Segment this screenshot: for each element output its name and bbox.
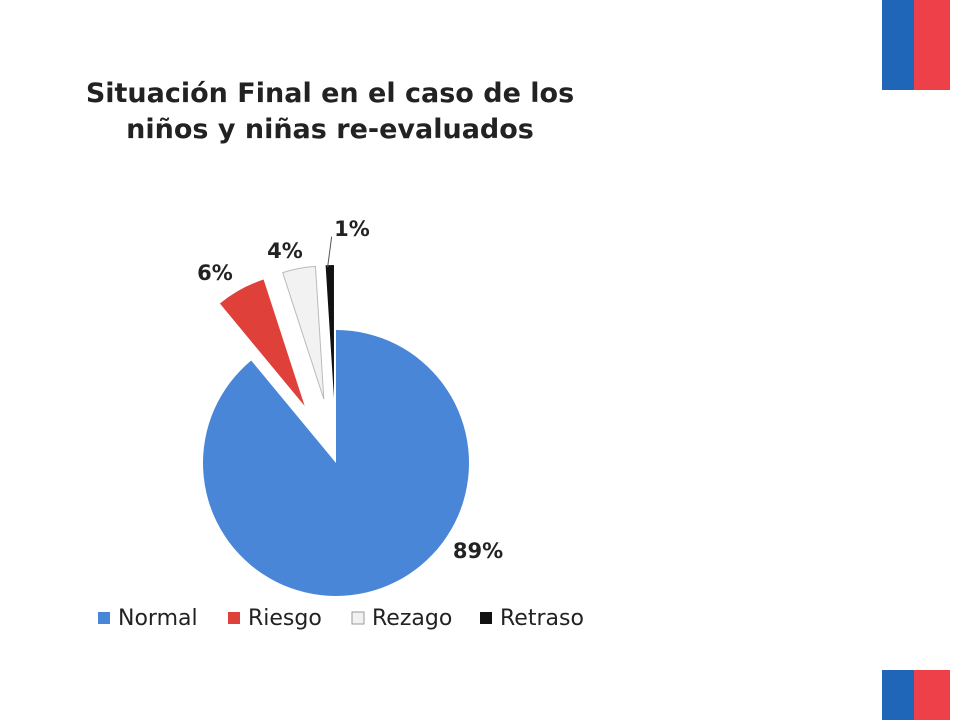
- legend-swatch: [351, 611, 365, 625]
- legend-label: Retraso: [500, 606, 584, 631]
- value-label: 4%: [267, 239, 303, 263]
- legend-label: Riesgo: [248, 606, 322, 631]
- flag-red: [914, 670, 950, 720]
- legend-swatch: [480, 612, 492, 624]
- flag-red: [914, 0, 950, 90]
- pie-slice: [202, 330, 469, 596]
- value-label: 6%: [197, 261, 233, 285]
- flag-top: [882, 0, 950, 90]
- pie-slice: [325, 265, 334, 399]
- leader-line: [327, 236, 333, 268]
- legend-label: Normal: [118, 606, 198, 631]
- chart-title: Situación Final en el caso de los niños …: [85, 78, 575, 145]
- pie-slice: [282, 265, 325, 400]
- pie-slice: [219, 279, 305, 407]
- flag-blue: [882, 670, 914, 720]
- flag-bottom: [882, 670, 950, 720]
- flag-blue: [882, 0, 914, 90]
- legend-swatch: [228, 612, 240, 624]
- legend-swatch: [98, 612, 110, 624]
- value-label: 1%: [334, 217, 370, 241]
- legend-label: Rezago: [372, 606, 452, 631]
- value-label: 89%: [453, 539, 503, 563]
